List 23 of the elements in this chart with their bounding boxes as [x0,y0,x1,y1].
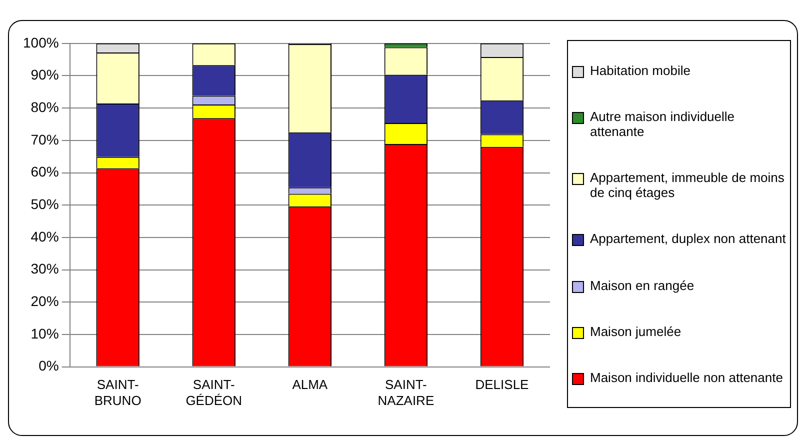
y-tick-label: 100% [22,34,59,50]
x-tick-label: DELISLE [475,377,530,392]
x-tick-label: SAINT-NAZAIRE [378,377,434,408]
legend-label: Maison en rangée [590,278,694,293]
legend-label: Maison individuelle non attenante [590,370,783,386]
y-tick-label: 20% [30,292,59,309]
y-tick-label: 40% [30,228,59,244]
y-tick-label: 70% [30,131,59,148]
legend-label: Maison jumelée [590,324,682,340]
legend-label: Autre maison individuelle attenante [590,108,736,139]
y-tick-label: 60% [30,164,59,180]
y-tick-label: 30% [30,260,59,277]
y-tick-label: 80% [30,98,59,115]
x-tick-label: SAINT-BRUNO [94,377,142,408]
y-tick-label: 50% [30,196,59,212]
legend-label: Appartement, immeuble de moins de cinq étages [590,170,786,200]
x-tick-label: SAINT-GÉDÉON [186,377,242,408]
x-tick-label: ALMA [292,377,328,392]
y-tick-label: 10% [30,325,59,342]
y-tick-label: 90% [30,66,59,83]
legend-label: Appartement, duplex non attenant [590,231,786,246]
legend-label: Habitation mobile [590,62,690,78]
y-tick-label: 0% [38,358,59,374]
